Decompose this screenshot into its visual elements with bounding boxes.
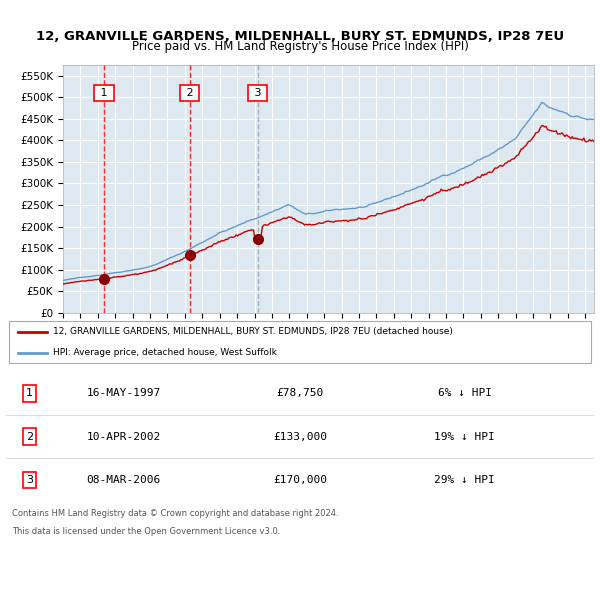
Text: 29% ↓ HPI: 29% ↓ HPI bbox=[434, 475, 495, 485]
Text: 10-APR-2002: 10-APR-2002 bbox=[86, 432, 161, 441]
Text: Price paid vs. HM Land Registry's House Price Index (HPI): Price paid vs. HM Land Registry's House … bbox=[131, 40, 469, 53]
Text: 3: 3 bbox=[26, 475, 33, 485]
Text: This data is licensed under the Open Government Licence v3.0.: This data is licensed under the Open Gov… bbox=[12, 526, 280, 536]
Text: HPI: Average price, detached house, West Suffolk: HPI: Average price, detached house, West… bbox=[53, 348, 277, 357]
Text: 2: 2 bbox=[26, 432, 33, 441]
Text: Contains HM Land Registry data © Crown copyright and database right 2024.: Contains HM Land Registry data © Crown c… bbox=[12, 509, 338, 518]
Text: 1: 1 bbox=[97, 88, 111, 98]
FancyBboxPatch shape bbox=[9, 321, 591, 363]
Text: £170,000: £170,000 bbox=[273, 475, 327, 485]
Text: 3: 3 bbox=[251, 88, 265, 98]
Text: £78,750: £78,750 bbox=[277, 388, 323, 398]
Text: 08-MAR-2006: 08-MAR-2006 bbox=[86, 475, 161, 485]
Text: £133,000: £133,000 bbox=[273, 432, 327, 441]
Text: 6% ↓ HPI: 6% ↓ HPI bbox=[437, 388, 491, 398]
Text: 12, GRANVILLE GARDENS, MILDENHALL, BURY ST. EDMUNDS, IP28 7EU: 12, GRANVILLE GARDENS, MILDENHALL, BURY … bbox=[36, 30, 564, 42]
Text: 2: 2 bbox=[182, 88, 197, 98]
Text: 16-MAY-1997: 16-MAY-1997 bbox=[86, 388, 161, 398]
Text: 1: 1 bbox=[26, 388, 33, 398]
Text: 12, GRANVILLE GARDENS, MILDENHALL, BURY ST. EDMUNDS, IP28 7EU (detached house): 12, GRANVILLE GARDENS, MILDENHALL, BURY … bbox=[53, 327, 453, 336]
Text: 19% ↓ HPI: 19% ↓ HPI bbox=[434, 432, 495, 441]
